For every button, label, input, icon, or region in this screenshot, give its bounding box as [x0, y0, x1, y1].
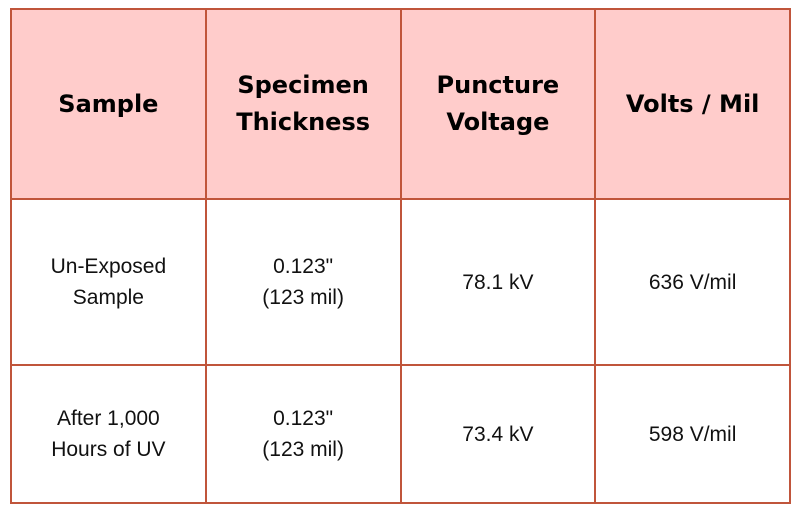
header-puncture-voltage: Puncture Voltage	[399, 8, 597, 200]
cell-thickness: 0.123" (123 mil)	[204, 198, 402, 366]
header-puncture-voltage-line-1: Puncture	[436, 71, 560, 99]
header-row: Sample Specimen Thickness Puncture Volta…	[10, 8, 791, 200]
table-row: After 1,000 Hours of UV 0.123" (123 mil)…	[10, 364, 791, 504]
header-volts-per-mil: Volts / Mil	[594, 8, 791, 200]
cell-sample-line-1: Un-Exposed	[50, 255, 167, 278]
cell-sample: Un-Exposed Sample	[10, 198, 207, 366]
cell-puncture-voltage-value: 78.1 kV	[462, 270, 534, 294]
table-row: Un-Exposed Sample 0.123" (123 mil) 78.1 …	[10, 198, 791, 366]
cell-volts-per-mil-value: 636 V/mil	[648, 270, 737, 294]
cell-thickness-inches: 0.123"	[273, 407, 334, 430]
cell-volts-per-mil: 598 V/mil	[594, 364, 791, 504]
header-puncture-voltage-line-2: Voltage	[446, 108, 550, 136]
header-specimen-thickness: Specimen Thickness	[204, 8, 402, 200]
header-specimen-thickness-line-1: Specimen	[237, 71, 369, 99]
cell-thickness-mil: (123 mil)	[262, 438, 344, 461]
cell-sample: After 1,000 Hours of UV	[10, 364, 207, 504]
cell-sample-line-2: Sample	[72, 286, 144, 309]
cell-thickness: 0.123" (123 mil)	[204, 364, 402, 504]
header-volts-per-mil-label: Volts / Mil	[625, 89, 760, 118]
cell-volts-per-mil: 636 V/mil	[594, 198, 791, 366]
cell-puncture-voltage: 78.1 kV	[399, 198, 597, 366]
cell-puncture-voltage-value: 73.4 kV	[462, 422, 534, 446]
results-table: Sample Specimen Thickness Puncture Volta…	[10, 8, 791, 504]
header-specimen-thickness-line-2: Thickness	[236, 108, 371, 136]
header-sample-label: Sample	[58, 89, 159, 118]
cell-sample-line-2: Hours of UV	[51, 438, 166, 461]
cell-puncture-voltage: 73.4 kV	[399, 364, 597, 504]
header-sample: Sample	[10, 8, 207, 200]
cell-thickness-inches: 0.123"	[273, 255, 334, 278]
cell-sample-line-1: After 1,000	[57, 407, 160, 430]
cell-volts-per-mil-value: 598 V/mil	[648, 422, 737, 446]
cell-thickness-mil: (123 mil)	[262, 286, 344, 309]
